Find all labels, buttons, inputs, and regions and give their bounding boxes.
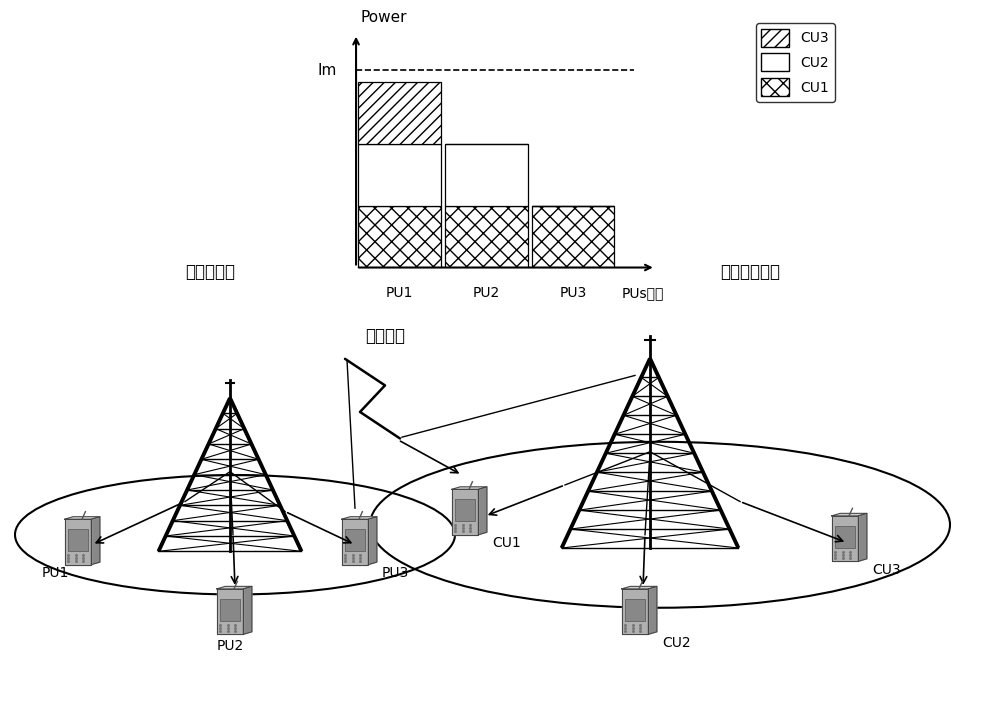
Bar: [445, 144, 528, 206]
Polygon shape: [217, 586, 252, 589]
Bar: [835, 526, 855, 548]
Text: CU3: CU3: [872, 562, 901, 577]
Text: CU1: CU1: [492, 536, 521, 550]
Bar: [220, 599, 240, 621]
Polygon shape: [368, 517, 377, 565]
Text: PU2: PU2: [473, 286, 500, 300]
Text: PU3: PU3: [560, 286, 587, 300]
Bar: [358, 144, 441, 206]
Polygon shape: [622, 589, 648, 634]
Polygon shape: [217, 589, 243, 634]
Polygon shape: [243, 586, 252, 634]
Text: PU1: PU1: [386, 286, 413, 300]
Polygon shape: [342, 517, 377, 520]
Text: PU1: PU1: [41, 566, 69, 580]
Text: Power: Power: [360, 11, 407, 25]
Text: 认知用户基站: 认知用户基站: [720, 263, 780, 281]
Text: 干扰链路: 干扰链路: [365, 327, 405, 344]
Bar: [532, 206, 614, 268]
Polygon shape: [91, 517, 100, 565]
Text: PUs频带: PUs频带: [621, 286, 664, 300]
Polygon shape: [832, 513, 867, 516]
Polygon shape: [478, 486, 487, 535]
Polygon shape: [648, 586, 657, 634]
Polygon shape: [858, 513, 867, 561]
Legend: CU3, CU2, CU1: CU3, CU2, CU1: [756, 23, 835, 101]
Text: Im: Im: [318, 63, 337, 78]
Text: PU3: PU3: [382, 566, 409, 580]
Text: CU2: CU2: [662, 636, 691, 650]
Bar: [68, 529, 88, 551]
Polygon shape: [832, 516, 858, 561]
Text: 主用户基站: 主用户基站: [185, 263, 235, 281]
Polygon shape: [65, 520, 91, 565]
Polygon shape: [452, 486, 487, 489]
Polygon shape: [622, 586, 657, 589]
Polygon shape: [65, 517, 100, 520]
Bar: [345, 529, 365, 551]
Bar: [455, 499, 475, 521]
Bar: [445, 206, 528, 268]
Bar: [358, 206, 441, 268]
Text: PU2: PU2: [216, 639, 244, 653]
Bar: [358, 82, 441, 144]
Polygon shape: [342, 520, 368, 565]
Bar: [625, 599, 645, 621]
Polygon shape: [452, 489, 478, 535]
